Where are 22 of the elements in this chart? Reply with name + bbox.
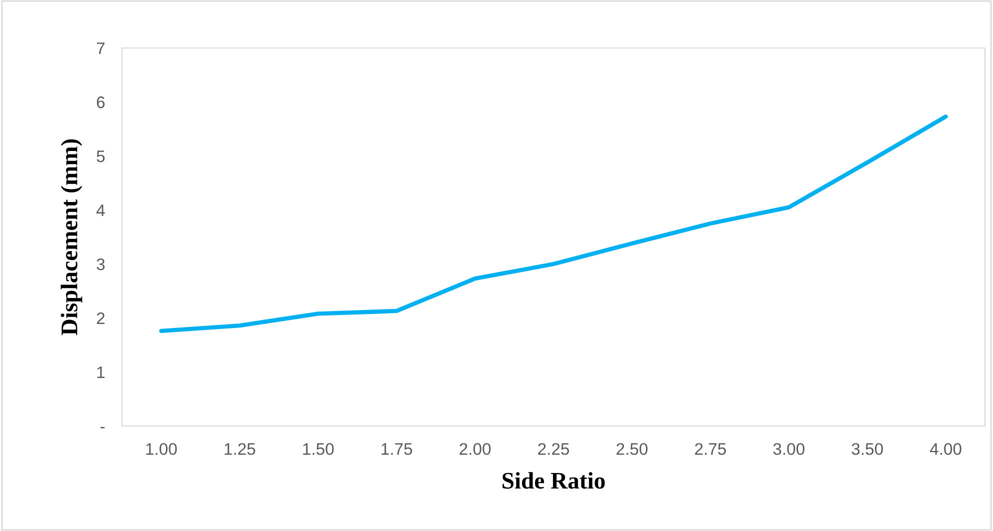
- x-tick-label: 2.00: [460, 443, 491, 455]
- x-tick-label: 1.75: [382, 443, 412, 455]
- x-tick-label: 3.00: [773, 443, 804, 455]
- x-tick-label: 1.25: [224, 443, 256, 455]
- y-tick-label: 2: [96, 312, 104, 324]
- y-tick-label: 6: [96, 96, 105, 108]
- y-tick-label: 4: [96, 204, 105, 216]
- line-series: [159, 114, 948, 334]
- x-axis-title: Side Ratio: [502, 472, 605, 489]
- x-tick-label: 1.00: [146, 443, 177, 455]
- x-tick-label: 2.50: [616, 443, 648, 455]
- y-tick-label: 5: [96, 150, 105, 162]
- x-tick-label: 1.50: [303, 443, 334, 455]
- y-tick-label: 3: [96, 258, 105, 270]
- y-tick-label: 1: [97, 366, 105, 378]
- y-tick-label: 7: [96, 42, 104, 54]
- x-tick-label: 3.50: [852, 443, 883, 455]
- x-tick-label: 4.00: [930, 443, 962, 455]
- x-tick-label: 2.25: [538, 443, 570, 455]
- x-tick-label: 2.75: [695, 443, 726, 455]
- y-axis-title: Displacement (mm): [60, 139, 82, 336]
- y-tick-label: -: [100, 426, 105, 428]
